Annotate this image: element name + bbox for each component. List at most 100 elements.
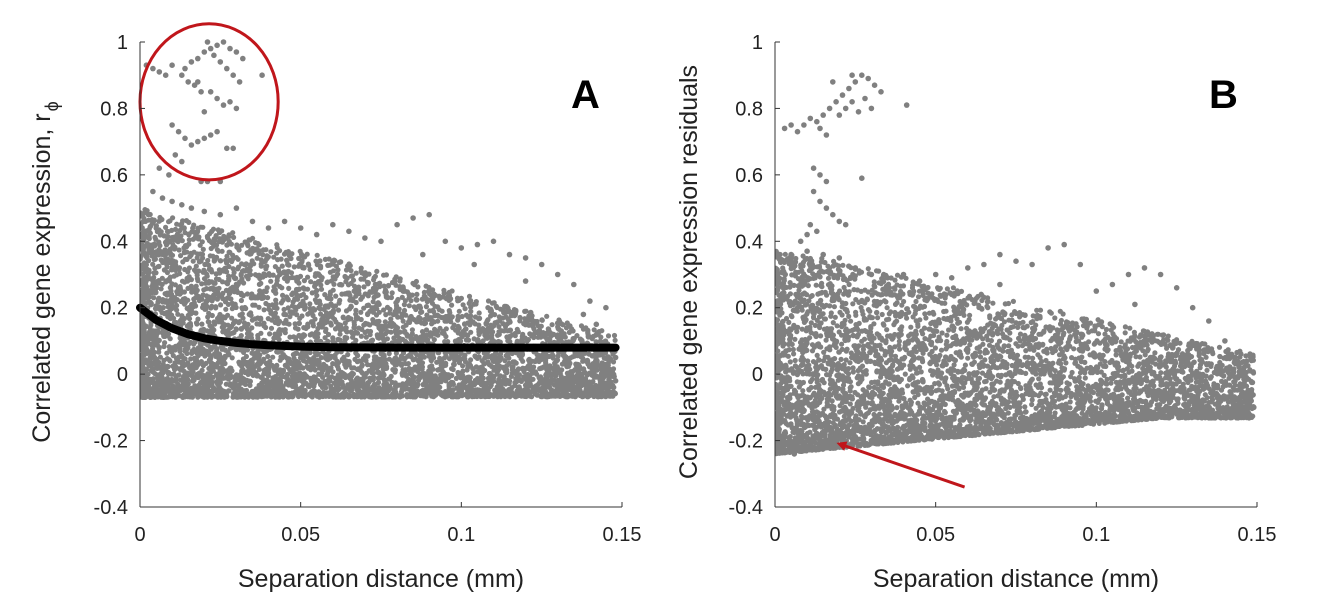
scatter-point bbox=[335, 360, 342, 366]
scatter-point bbox=[214, 392, 220, 398]
scatter-point bbox=[400, 324, 406, 330]
scatter-point bbox=[248, 247, 254, 253]
scatter-point bbox=[140, 225, 145, 231]
scatter-point bbox=[172, 298, 178, 304]
scatter-point bbox=[465, 314, 471, 320]
scatter-point bbox=[239, 261, 245, 267]
scatter-point bbox=[406, 319, 412, 325]
scatter-point bbox=[164, 269, 170, 276]
scatter-point bbox=[350, 296, 356, 302]
scatter-point bbox=[160, 251, 166, 257]
scatter-point bbox=[228, 324, 234, 331]
scatter-point bbox=[443, 353, 449, 359]
scatter-point bbox=[497, 351, 503, 358]
scatter-point bbox=[265, 373, 271, 379]
scatter-point bbox=[485, 305, 491, 311]
scatter-point bbox=[455, 316, 461, 322]
scatter-point bbox=[305, 286, 311, 292]
scatter-point bbox=[163, 383, 169, 389]
scatter-point bbox=[145, 384, 151, 390]
scatter-point bbox=[200, 246, 206, 252]
scatter-point bbox=[548, 380, 554, 386]
scatter-point bbox=[460, 373, 466, 379]
scatter-point bbox=[353, 314, 359, 321]
scatter-point bbox=[325, 262, 331, 268]
scatter-point bbox=[428, 315, 434, 321]
scatter-point bbox=[386, 376, 392, 382]
scatter-point bbox=[157, 307, 163, 313]
scatter-point bbox=[230, 320, 236, 327]
scatter-point bbox=[464, 378, 470, 384]
scatter-point bbox=[569, 392, 575, 398]
scatter-point bbox=[396, 382, 402, 388]
scatter-point bbox=[156, 337, 162, 343]
scatter-point bbox=[292, 384, 298, 390]
scatter-point bbox=[301, 265, 307, 271]
scatter-point bbox=[534, 352, 540, 358]
scatter-point bbox=[296, 263, 302, 269]
scatter-point bbox=[164, 234, 170, 240]
scatter-point bbox=[298, 333, 304, 339]
scatter-point bbox=[323, 351, 329, 358]
scatter-point bbox=[201, 287, 207, 293]
scatter-point bbox=[571, 375, 578, 381]
scatter-point bbox=[153, 384, 159, 390]
scatter-point bbox=[285, 268, 291, 274]
scatter-point bbox=[427, 330, 433, 336]
scatter-point bbox=[324, 295, 330, 301]
scatter-point bbox=[504, 304, 510, 310]
scatter-point bbox=[238, 297, 244, 304]
scatter-point bbox=[399, 386, 405, 393]
scatter-point bbox=[556, 385, 562, 391]
scatter-point bbox=[207, 266, 213, 272]
scatter-point bbox=[515, 350, 521, 356]
scatter-point bbox=[607, 356, 614, 362]
scatter-point bbox=[427, 371, 433, 377]
scatter-point bbox=[269, 317, 275, 323]
scatter-point bbox=[194, 321, 200, 327]
scatter-point bbox=[327, 292, 333, 298]
scatter-point bbox=[173, 263, 179, 270]
scatter-point bbox=[585, 327, 591, 333]
scatter-point bbox=[173, 259, 179, 265]
scatter-point bbox=[458, 350, 464, 356]
scatter-point bbox=[260, 247, 266, 253]
scatter-point bbox=[482, 394, 488, 400]
scatter-point bbox=[353, 270, 359, 276]
scatter-point bbox=[252, 302, 258, 308]
scatter-point bbox=[412, 335, 418, 341]
scatter-point bbox=[359, 294, 365, 300]
scatter-point bbox=[286, 382, 292, 388]
scatter-point bbox=[476, 354, 482, 360]
scatter-point bbox=[440, 369, 446, 375]
scatter-point bbox=[244, 331, 251, 337]
scatter-point bbox=[443, 296, 449, 302]
scatter-point bbox=[175, 311, 181, 317]
scatter-point bbox=[268, 310, 274, 316]
scatter-point bbox=[270, 375, 276, 381]
scatter-point bbox=[206, 350, 212, 357]
scatter-point bbox=[172, 226, 179, 232]
scatter-point bbox=[146, 236, 152, 242]
scatter-point bbox=[532, 369, 539, 375]
scatter-point bbox=[145, 337, 151, 343]
scatter-point bbox=[335, 307, 342, 313]
scatter-point bbox=[156, 329, 162, 335]
scatter-point bbox=[400, 336, 406, 342]
scatter-point bbox=[438, 362, 444, 368]
scatter-point bbox=[312, 297, 318, 303]
scatter-point bbox=[280, 389, 286, 395]
scatter-point bbox=[186, 274, 192, 280]
scatter-point bbox=[169, 371, 175, 377]
scatter-point bbox=[330, 361, 336, 367]
scatter-point bbox=[456, 336, 462, 343]
scatter-point bbox=[229, 300, 235, 306]
scatter-point bbox=[427, 351, 433, 357]
scatter-point bbox=[348, 268, 354, 274]
scatter-point bbox=[229, 355, 235, 361]
scatter-point bbox=[256, 366, 262, 372]
scatter-point bbox=[281, 311, 287, 317]
scatter-point bbox=[304, 251, 310, 257]
scatter-point bbox=[370, 367, 376, 373]
